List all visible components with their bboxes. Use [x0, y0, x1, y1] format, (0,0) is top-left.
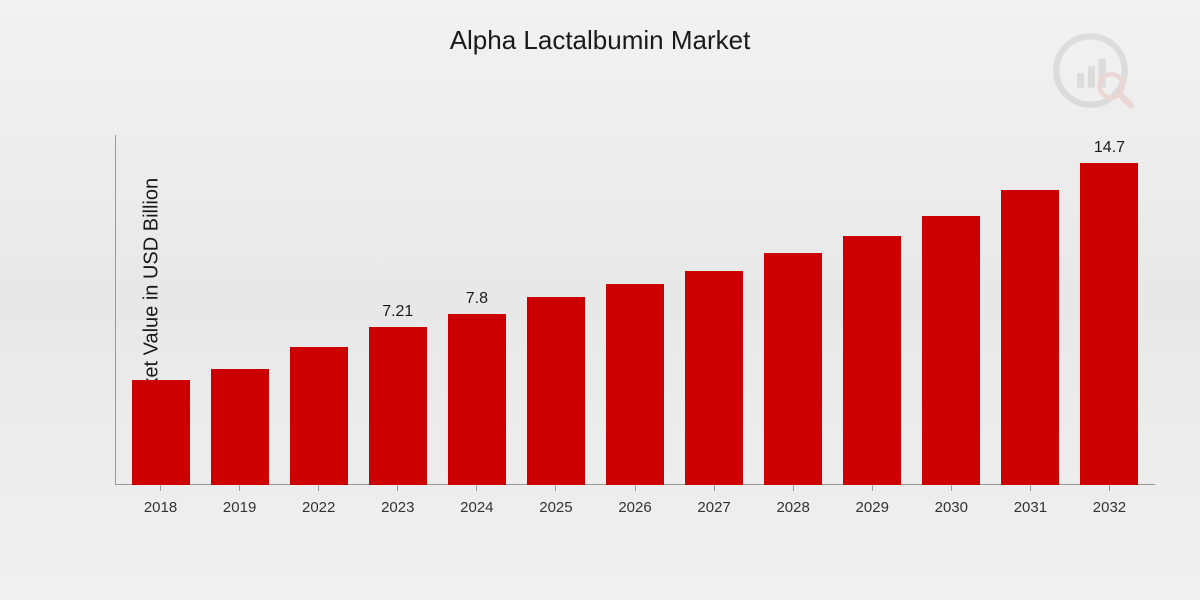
- bar-group: [833, 135, 912, 485]
- x-tick: [872, 485, 873, 491]
- bar-group: [991, 135, 1070, 485]
- bar-group: [200, 135, 279, 485]
- x-axis-label: 2023: [381, 499, 414, 516]
- x-label-group: 2027: [675, 485, 754, 535]
- bar: [448, 314, 506, 485]
- bar-value-label: 14.7: [1094, 139, 1125, 157]
- x-tick: [239, 485, 240, 491]
- bar: [132, 380, 190, 485]
- x-axis-label: 2029: [856, 499, 889, 516]
- plot-region: 7.21 7.8 14.7: [115, 135, 1155, 485]
- bars-container: 7.21 7.8 14.7: [115, 135, 1155, 485]
- chart-area: 7.21 7.8 14.7 2018 2019 2022 2023 2024 2025 2026…: [115, 135, 1155, 535]
- bar-group: [516, 135, 595, 485]
- x-label-group: 2026: [595, 485, 674, 535]
- x-tick: [1109, 485, 1110, 491]
- x-label-group: 2022: [279, 485, 358, 535]
- x-label-group: 2024: [437, 485, 516, 535]
- x-tick: [951, 485, 952, 491]
- bar: [1080, 163, 1138, 485]
- x-label-group: 2018: [121, 485, 200, 535]
- x-label-group: 2031: [991, 485, 1070, 535]
- bar: [764, 253, 822, 485]
- bar-value-label: 7.21: [382, 303, 413, 321]
- x-axis-label: 2027: [697, 499, 730, 516]
- bar: [685, 271, 743, 485]
- bar: [290, 347, 348, 485]
- x-labels-container: 2018 2019 2022 2023 2024 2025 2026 2027 2028 2029…: [115, 485, 1155, 535]
- watermark-logo: [1050, 30, 1140, 120]
- bar: [843, 236, 901, 485]
- x-label-group: 2028: [754, 485, 833, 535]
- x-label-group: 2019: [200, 485, 279, 535]
- x-label-group: 2023: [358, 485, 437, 535]
- bar: [606, 284, 664, 485]
- bar-group: [121, 135, 200, 485]
- bar: [922, 216, 980, 485]
- x-axis-label: 2026: [618, 499, 651, 516]
- bar-group: [754, 135, 833, 485]
- x-tick: [1030, 485, 1031, 491]
- x-label-group: 2029: [833, 485, 912, 535]
- bar: [1001, 190, 1059, 485]
- bar: [369, 327, 427, 485]
- bar-group: [595, 135, 674, 485]
- x-tick: [793, 485, 794, 491]
- x-tick: [318, 485, 319, 491]
- x-tick: [476, 485, 477, 491]
- x-axis-label: 2018: [144, 499, 177, 516]
- chart-title: Alpha Lactalbumin Market: [0, 0, 1200, 56]
- x-axis-label: 2032: [1093, 499, 1126, 516]
- x-axis-label: 2028: [776, 499, 809, 516]
- x-label-group: 2025: [516, 485, 595, 535]
- bar-group: 7.21: [358, 135, 437, 485]
- bar-value-label: 7.8: [466, 290, 488, 308]
- bar-group: [912, 135, 991, 485]
- x-axis-label: 2019: [223, 499, 256, 516]
- bar: [211, 369, 269, 485]
- x-tick: [555, 485, 556, 491]
- x-label-group: 2032: [1070, 485, 1149, 535]
- x-tick: [397, 485, 398, 491]
- bar-group: [279, 135, 358, 485]
- x-axis-label: 2024: [460, 499, 493, 516]
- bar: [527, 297, 585, 485]
- x-label-group: 2030: [912, 485, 991, 535]
- x-axis-label: 2030: [935, 499, 968, 516]
- x-tick: [714, 485, 715, 491]
- x-tick: [160, 485, 161, 491]
- bar-group: 14.7: [1070, 135, 1149, 485]
- x-axis-label: 2031: [1014, 499, 1047, 516]
- bar-group: [675, 135, 754, 485]
- x-axis-label: 2025: [539, 499, 572, 516]
- x-tick: [635, 485, 636, 491]
- x-axis-label: 2022: [302, 499, 335, 516]
- bar-group: 7.8: [437, 135, 516, 485]
